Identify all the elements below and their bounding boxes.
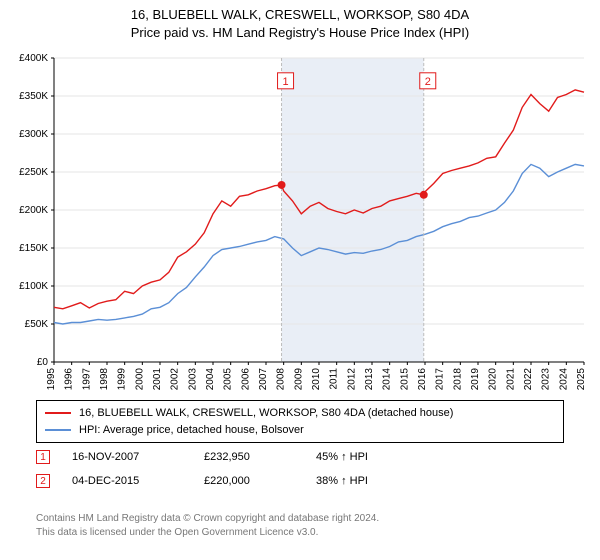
- legend-item: 16, BLUEBELL WALK, CRESWELL, WORKSOP, S8…: [45, 405, 555, 422]
- svg-text:2018: 2018: [452, 368, 463, 391]
- svg-text:2013: 2013: [364, 368, 375, 391]
- line-chart-svg: £0 £50K £100K £150K £200K £250K £300K £350K £400…: [6, 48, 594, 394]
- svg-text:2015: 2015: [399, 368, 410, 391]
- legend-item: HPI: Average price, detached house, Bols…: [45, 422, 555, 439]
- svg-text:£350K: £350K: [19, 91, 48, 102]
- legend-swatch-2: [45, 429, 71, 431]
- svg-text:2007: 2007: [258, 368, 269, 391]
- svg-text:1995: 1995: [46, 368, 57, 391]
- svg-text:£0: £0: [37, 357, 49, 368]
- sale-row: 1 16-NOV-2007 £232,950 45% ↑ HPI: [36, 446, 564, 470]
- sales-table: 1 16-NOV-2007 £232,950 45% ↑ HPI 2 04-DE…: [36, 446, 564, 494]
- svg-text:1999: 1999: [117, 368, 128, 391]
- svg-text:£400K: £400K: [19, 53, 48, 64]
- sale-price: £220,000: [204, 475, 294, 487]
- svg-text:2011: 2011: [329, 368, 340, 390]
- svg-text:2014: 2014: [382, 368, 393, 391]
- sale-marker-icon: 1: [36, 450, 50, 464]
- chart-title: 16, BLUEBELL WALK, CRESWELL, WORKSOP, S8…: [0, 6, 600, 24]
- sale-pct: 38% ↑ HPI: [316, 475, 406, 487]
- svg-text:£150K: £150K: [19, 243, 48, 254]
- svg-text:£50K: £50K: [25, 319, 49, 330]
- svg-text:2010: 2010: [311, 368, 322, 391]
- svg-text:1: 1: [282, 76, 288, 88]
- legend-swatch-1: [45, 412, 71, 414]
- legend-label: HPI: Average price, detached house, Bols…: [79, 422, 304, 439]
- sale-row: 2 04-DEC-2015 £220,000 38% ↑ HPI: [36, 470, 564, 494]
- svg-text:£200K: £200K: [19, 205, 48, 216]
- svg-text:£250K: £250K: [19, 167, 48, 178]
- chart-area: £0 £50K £100K £150K £200K £250K £300K £350K £400…: [6, 48, 594, 394]
- svg-text:2017: 2017: [435, 368, 446, 391]
- sale-price: £232,950: [204, 451, 294, 463]
- svg-text:2009: 2009: [293, 368, 304, 391]
- svg-text:2006: 2006: [240, 368, 251, 391]
- svg-text:2020: 2020: [488, 368, 499, 391]
- svg-text:2023: 2023: [541, 368, 552, 391]
- footer-line: Contains HM Land Registry data © Crown c…: [36, 512, 576, 526]
- sale-date: 16-NOV-2007: [72, 451, 182, 463]
- svg-text:2: 2: [425, 76, 431, 88]
- svg-text:2016: 2016: [417, 368, 428, 391]
- svg-text:2005: 2005: [223, 368, 234, 391]
- svg-text:2003: 2003: [187, 368, 198, 391]
- legend-box: 16, BLUEBELL WALK, CRESWELL, WORKSOP, S8…: [36, 400, 564, 443]
- svg-text:2008: 2008: [276, 368, 287, 391]
- svg-text:£300K: £300K: [19, 129, 48, 140]
- svg-text:1996: 1996: [64, 368, 75, 391]
- svg-text:2012: 2012: [346, 368, 357, 391]
- svg-text:1998: 1998: [99, 368, 110, 391]
- legend-label: 16, BLUEBELL WALK, CRESWELL, WORKSOP, S8…: [79, 405, 453, 422]
- svg-text:1997: 1997: [81, 368, 92, 391]
- svg-text:2004: 2004: [205, 368, 216, 391]
- svg-text:2001: 2001: [152, 368, 163, 391]
- svg-text:2022: 2022: [523, 368, 534, 391]
- footer-line: This data is licensed under the Open Gov…: [36, 526, 576, 540]
- footer-text: Contains HM Land Registry data © Crown c…: [36, 512, 576, 539]
- chart-subtitle: Price paid vs. HM Land Registry's House …: [0, 24, 600, 42]
- svg-text:2021: 2021: [505, 368, 516, 391]
- svg-text:2002: 2002: [170, 368, 181, 391]
- sale-marker-icon: 2: [36, 474, 50, 488]
- svg-text:2000: 2000: [134, 368, 145, 391]
- sale-pct: 45% ↑ HPI: [316, 451, 406, 463]
- svg-text:2025: 2025: [576, 368, 587, 391]
- sale-date: 04-DEC-2015: [72, 475, 182, 487]
- svg-text:2019: 2019: [470, 368, 481, 391]
- title-block: 16, BLUEBELL WALK, CRESWELL, WORKSOP, S8…: [0, 0, 600, 41]
- svg-text:2024: 2024: [558, 368, 569, 391]
- svg-text:£100K: £100K: [19, 281, 48, 292]
